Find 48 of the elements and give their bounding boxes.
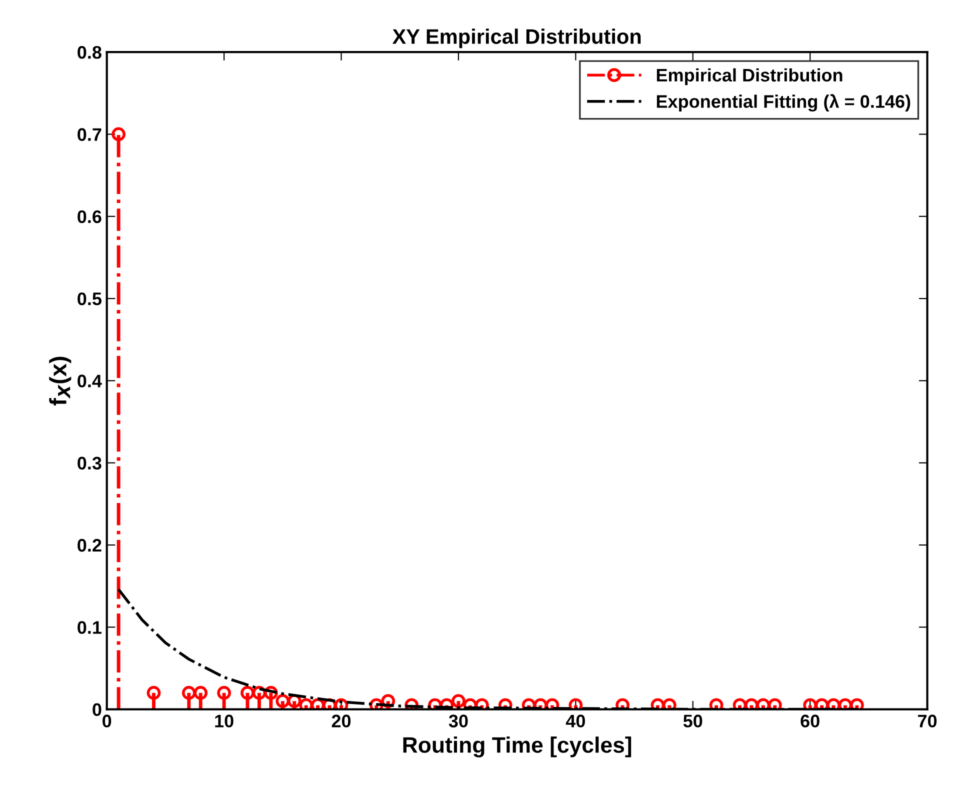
point xyxy=(568,698,583,710)
point xyxy=(744,698,758,710)
x-tick-label: 70 xyxy=(918,714,937,728)
point xyxy=(182,686,196,700)
x-tick-label: 0 xyxy=(102,714,112,728)
x-tick-label: 30 xyxy=(448,714,468,728)
y-tick-label: 0.7 xyxy=(78,128,102,141)
legend-label: Exponential Fitting (λ = 0.146) xyxy=(656,94,910,112)
y-axis-title: f$_{X}$(x) xyxy=(49,356,72,406)
point xyxy=(814,698,829,710)
x-tick-label: 20 xyxy=(332,714,351,728)
x-tick-label: 60 xyxy=(800,714,820,728)
point xyxy=(299,698,314,710)
point xyxy=(194,686,208,700)
chart-title: XY Empirical Distribution xyxy=(392,28,641,48)
legend-label: Empirical Distribution xyxy=(656,68,842,86)
point xyxy=(112,127,126,142)
y-tick-label: 0.6 xyxy=(78,210,102,224)
point xyxy=(838,698,852,710)
point xyxy=(650,698,665,710)
point xyxy=(732,698,747,710)
y-tick-label: 0.3 xyxy=(78,456,102,470)
point xyxy=(616,698,630,710)
point xyxy=(850,698,864,710)
point xyxy=(768,698,782,710)
point xyxy=(217,686,231,700)
point xyxy=(276,694,290,708)
point xyxy=(709,698,724,710)
y-tick-label: 0.8 xyxy=(78,46,102,59)
x-axis-title: Routing Time [cycles] xyxy=(403,736,632,758)
point xyxy=(756,698,770,710)
y-tick-label: 0 xyxy=(92,703,102,716)
point xyxy=(452,694,466,708)
point xyxy=(545,698,560,710)
x-tick-label: 40 xyxy=(566,714,585,728)
point xyxy=(240,686,254,700)
y-tick-label: 0.2 xyxy=(78,538,102,552)
point xyxy=(826,698,840,710)
x-tick-label: 50 xyxy=(683,714,702,728)
y-tick-label: 0.5 xyxy=(78,292,102,306)
x-tick-label: 10 xyxy=(215,714,234,728)
point xyxy=(534,698,548,710)
point xyxy=(662,698,676,710)
point xyxy=(146,686,161,700)
point xyxy=(803,698,818,710)
y-tick-label: 0.4 xyxy=(78,374,102,388)
y-tick-label: 0.1 xyxy=(78,621,102,634)
point xyxy=(334,698,348,710)
